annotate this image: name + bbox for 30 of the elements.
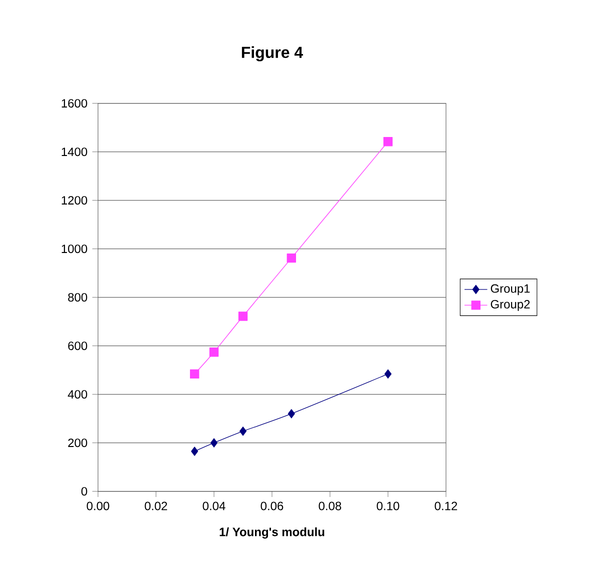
chart-title: Figure 4 [242, 46, 304, 62]
x-axis-title: 1/ Young's modulu [220, 527, 324, 539]
x-tick-label: 0.10 [376, 502, 400, 510]
point [239, 426, 247, 436]
y-tick-label: 400 [68, 390, 88, 399]
x-tick-label: 0.02 [144, 502, 168, 510]
point [286, 253, 296, 263]
y-tick-label: 1000 [62, 244, 88, 254]
x-tick-label: 0.08 [318, 502, 342, 510]
x-tick-label: 0.00 [86, 502, 110, 510]
point [191, 446, 198, 456]
y-tick-label: 800 [68, 293, 88, 302]
y-tick-label: 1400 [62, 148, 88, 156]
point [384, 369, 392, 379]
legend-label: Group1 [490, 284, 530, 296]
point [238, 312, 248, 321]
point [383, 137, 393, 146]
point [209, 348, 219, 357]
y-tick-label: 1200 [62, 196, 88, 205]
x-tick-label: 0.06 [260, 502, 284, 510]
point [210, 438, 218, 448]
legend-label: Group2 [490, 300, 530, 311]
y-tick-label: 0 [81, 487, 88, 496]
y-tick-label: 1600 [62, 99, 88, 108]
x-tick-label: 0.12 [434, 502, 458, 510]
point [288, 409, 295, 418]
y-tick-label: 600 [68, 342, 88, 350]
x-tick-label: 0.04 [202, 502, 226, 510]
point [190, 369, 200, 379]
y-tick-label: 200 [68, 438, 88, 448]
